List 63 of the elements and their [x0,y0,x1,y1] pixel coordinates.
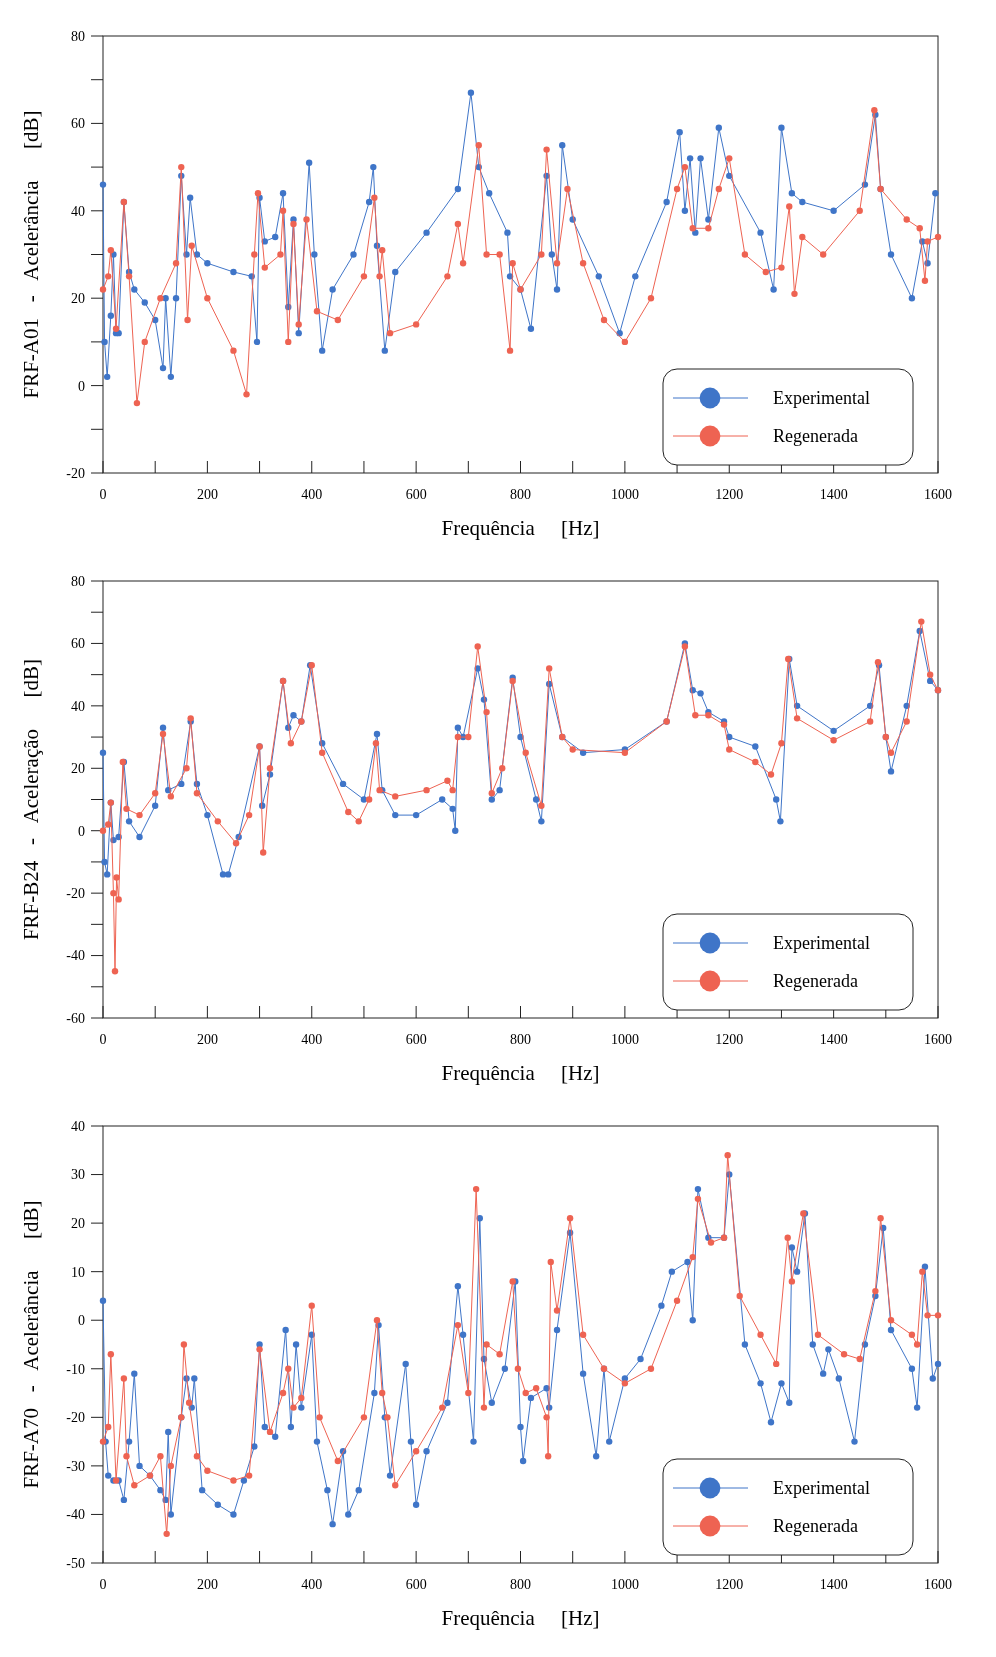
x-axis-title: Frequência [Hz] [441,1606,600,1630]
x-tick-label: 0 [99,487,107,502]
y-tick-label: -20 [66,1410,85,1426]
x-tick-label: 600 [405,1577,427,1592]
y-tick-label: 0 [78,378,85,394]
x-tick-label: 0 [99,1577,107,1592]
y-tick-label: 20 [71,761,85,777]
y-axis-title: FRF-A70 - Acelerância [dB] [19,1200,43,1489]
x-axis-title: Frequência [Hz] [441,1061,600,1085]
y-tick-label: 80 [71,28,85,44]
y-tick-label: 80 [71,573,85,589]
y-tick-label: 60 [71,636,85,652]
x-tick-label: 800 [510,1032,531,1047]
y-tick-label: 40 [71,203,85,219]
x-tick-label: 1400 [819,1032,848,1047]
y-tick-label: 60 [71,116,85,132]
y-tick-label: 0 [78,823,85,839]
legend-label: Experimental [773,1478,870,1499]
x-tick-label: 1600 [924,487,952,502]
y-tick-label: -10 [66,1361,85,1377]
x-tick-label: 400 [301,1577,323,1592]
legend-label: Regenerada [773,426,858,447]
x-tick-label: 1400 [819,487,848,502]
y-tick-label: 10 [71,1264,85,1280]
x-tick-label: 400 [301,1032,323,1047]
y-tick-label: -50 [66,1555,85,1571]
legend-label: Experimental [773,388,870,409]
y-tick-label: -40 [66,948,85,964]
x-tick-label: 200 [196,1032,218,1047]
x-tick-label: 800 [510,1577,531,1592]
y-tick-label: 40 [71,1118,85,1134]
x-axis-title: Frequência [Hz] [441,516,600,540]
x-tick-label: 1000 [610,487,639,502]
x-tick-label: 1600 [924,1032,952,1047]
y-tick-label: 30 [71,1167,85,1183]
x-tick-label: 1400 [819,1577,848,1592]
x-tick-label: 1200 [715,1032,744,1047]
y-tick-label: -40 [66,1507,85,1523]
x-tick-label: 800 [510,487,531,502]
y-tick-label: 40 [71,698,85,714]
y-tick-label: 20 [71,291,85,307]
y-tick-label: -20 [66,886,85,902]
y-tick-label: -20 [66,465,85,481]
x-tick-label: 200 [196,1577,218,1592]
legend-label: Regenerada [773,971,858,992]
x-tick-label: 400 [301,487,323,502]
legend-label: Experimental [773,933,870,954]
x-tick-label: 1000 [610,1577,639,1592]
y-tick-label: -60 [66,1010,85,1026]
y-tick-label: -30 [66,1458,85,1474]
x-tick-label: 600 [405,1032,427,1047]
x-tick-label: 600 [405,487,427,502]
y-tick-label: 0 [78,1313,85,1329]
x-tick-label: 1000 [610,1032,639,1047]
y-axis-title: FRF-B24 - Aceleração [dB] [19,658,43,941]
x-tick-label: 200 [196,487,218,502]
x-tick-label: 1200 [715,1577,744,1592]
y-axis-title: FRF-A01 - Acelerância [dB] [19,110,43,399]
x-tick-label: 0 [99,1032,107,1047]
y-tick-label: 20 [71,1216,85,1232]
x-tick-label: 1200 [715,487,744,502]
x-tick-label: 1600 [924,1577,952,1592]
legend-label: Regenerada [773,1516,858,1537]
